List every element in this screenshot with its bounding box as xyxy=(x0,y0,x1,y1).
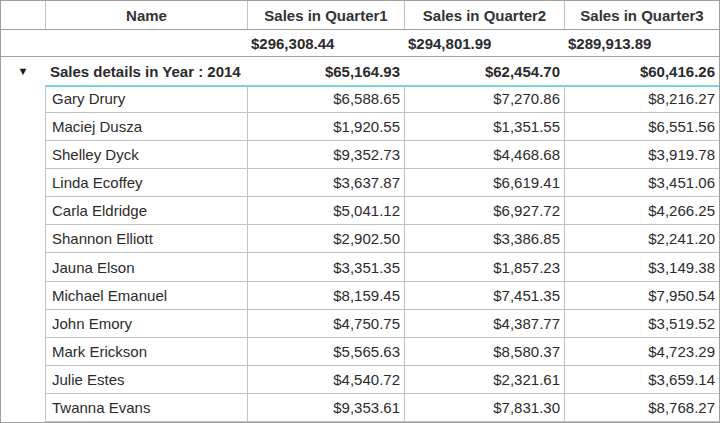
group-total-quarter2: $62,454.70 xyxy=(404,57,564,85)
table-row[interactable]: Maciej Dusza$1,920.55$1,351.55$6,551.56 xyxy=(1,113,719,141)
table-row[interactable]: Jauna Elson$3,351.35$1,857.23$3,149.38 xyxy=(1,253,719,281)
quarter2-cell: $7,451.35 xyxy=(404,282,564,310)
quarter1-cell: $5,041.12 xyxy=(247,197,404,225)
row-expander-spacer xyxy=(1,338,45,366)
name-cell: Mark Erickson xyxy=(45,338,247,366)
quarter2-cell: $6,927.72 xyxy=(404,197,564,225)
name-cell: Michael Emanuel xyxy=(45,282,247,310)
row-expander-spacer xyxy=(1,253,45,281)
table-row[interactable]: Shelley Dyck$9,352.73$4,468.68$3,919.78 xyxy=(1,141,719,169)
group-row-label: Sales details in Year : 2014 xyxy=(45,57,247,85)
name-cell: Twanna Evans xyxy=(45,394,247,422)
table-row[interactable]: Twanna Evans$9,353.61$7,831.30$8,768.27 xyxy=(1,394,719,422)
quarter3-cell: $3,659.14 xyxy=(564,366,719,394)
quarter2-cell: $1,351.55 xyxy=(404,113,564,141)
row-expander-spacer xyxy=(1,366,45,394)
table-row[interactable]: John Emory$4,750.75$4,387.77$3,519.52 xyxy=(1,310,719,338)
quarter2-cell: $6,619.41 xyxy=(404,169,564,197)
quarter1-cell: $3,637.87 xyxy=(247,169,404,197)
table-row[interactable]: Linda Ecoffey$3,637.87$6,619.41$3,451.06 xyxy=(1,169,719,197)
name-cell: Maciej Dusza xyxy=(45,113,247,141)
quarter1-cell: $2,902.50 xyxy=(247,225,404,253)
group-row-year-2014[interactable]: ▼ Sales details in Year : 2014 $65,164.9… xyxy=(1,57,719,85)
row-expander-spacer xyxy=(1,310,45,338)
quarter1-cell: $9,352.73 xyxy=(247,141,404,169)
quarter2-cell: $7,270.86 xyxy=(404,85,564,113)
name-cell: Shannon Elliott xyxy=(45,225,247,253)
collapse-triangle-icon[interactable]: ▼ xyxy=(18,66,29,77)
header-row: Name Sales in Quarter1 Sales in Quarter2… xyxy=(1,1,719,30)
quarter3-cell: $7,950.54 xyxy=(564,282,719,310)
quarter1-cell: $4,750.75 xyxy=(247,310,404,338)
summary-row: $296,308.44 $294,801.99 $289,913.89 xyxy=(1,30,719,57)
quarter2-cell: $4,468.68 xyxy=(404,141,564,169)
quarter3-cell: $4,266.25 xyxy=(564,197,719,225)
summary-expander-spacer xyxy=(1,30,45,56)
quarter1-cell: $8,159.45 xyxy=(247,282,404,310)
quarter3-cell: $8,216.27 xyxy=(564,85,719,113)
quarter2-cell: $4,387.77 xyxy=(404,310,564,338)
summary-total-quarter1: $296,308.44 xyxy=(247,30,404,56)
quarter3-cell: $3,149.38 xyxy=(564,253,719,281)
quarter2-cell: $2,321.61 xyxy=(404,366,564,394)
quarter3-cell: $8,768.27 xyxy=(564,394,719,422)
quarter2-cell: $1,857.23 xyxy=(404,253,564,281)
column-header-sales-quarter1[interactable]: Sales in Quarter1 xyxy=(247,1,404,29)
quarter3-cell: $3,519.52 xyxy=(564,310,719,338)
column-header-sales-quarter2[interactable]: Sales in Quarter2 xyxy=(404,1,564,29)
name-cell: Jauna Elson xyxy=(45,253,247,281)
quarter1-cell: $1,920.55 xyxy=(247,113,404,141)
name-cell: Carla Eldridge xyxy=(45,197,247,225)
quarter3-cell: $3,919.78 xyxy=(564,141,719,169)
summary-total-quarter2: $294,801.99 xyxy=(404,30,564,56)
name-cell: Shelley Dyck xyxy=(45,141,247,169)
sales-data-grid: Name Sales in Quarter1 Sales in Quarter2… xyxy=(0,0,720,423)
quarter2-cell: $7,831.30 xyxy=(404,394,564,422)
summary-total-quarter3: $289,913.89 xyxy=(564,30,719,56)
column-header-name[interactable]: Name xyxy=(45,1,247,29)
row-expander-spacer xyxy=(1,197,45,225)
table-row[interactable]: Shannon Elliott$2,902.50$3,386.85$2,241.… xyxy=(1,225,719,253)
row-expander-spacer xyxy=(1,141,45,169)
quarter3-cell: $2,241.20 xyxy=(564,225,719,253)
quarter2-cell: $8,580.37 xyxy=(404,338,564,366)
quarter3-cell: $6,551.56 xyxy=(564,113,719,141)
row-expander-spacer xyxy=(1,225,45,253)
quarter1-cell: $9,353.61 xyxy=(247,394,404,422)
quarter2-cell: $3,386.85 xyxy=(404,225,564,253)
quarter1-cell: $5,565.63 xyxy=(247,338,404,366)
group-total-quarter3: $60,416.26 xyxy=(564,57,719,85)
child-rows-block: Gary Drury$6,588.65$7,270.86$8,216.27Mac… xyxy=(1,85,719,422)
table-row[interactable]: Carla Eldridge$5,041.12$6,927.72$4,266.2… xyxy=(1,197,719,225)
quarter1-cell: $6,588.65 xyxy=(247,85,404,113)
table-row[interactable]: Gary Drury$6,588.65$7,270.86$8,216.27 xyxy=(1,85,719,113)
row-expander-spacer xyxy=(1,282,45,310)
name-cell: Julie Estes xyxy=(45,366,247,394)
row-expander-spacer xyxy=(1,113,45,141)
summary-name-spacer xyxy=(45,30,247,56)
quarter1-cell: $4,540.72 xyxy=(247,366,404,394)
row-expander-spacer xyxy=(1,85,45,113)
quarter3-cell: $3,451.06 xyxy=(564,169,719,197)
name-cell: Gary Drury xyxy=(45,85,247,113)
row-expander-spacer xyxy=(1,169,45,197)
table-row[interactable]: Julie Estes$4,540.72$2,321.61$3,659.14 xyxy=(1,366,719,394)
name-cell: John Emory xyxy=(45,310,247,338)
quarter1-cell: $3,351.35 xyxy=(247,253,404,281)
header-expander-column xyxy=(1,1,45,29)
table-row[interactable]: Michael Emanuel$8,159.45$7,451.35$7,950.… xyxy=(1,282,719,310)
table-row[interactable]: Mark Erickson$5,565.63$8,580.37$4,723.29 xyxy=(1,338,719,366)
name-cell: Linda Ecoffey xyxy=(45,169,247,197)
child-block-accent-border xyxy=(45,85,719,87)
quarter3-cell: $4,723.29 xyxy=(564,338,719,366)
expander-cell: ▼ xyxy=(1,57,45,85)
row-expander-spacer xyxy=(1,394,45,422)
column-header-sales-quarter3[interactable]: Sales in Quarter3 xyxy=(564,1,719,29)
group-total-quarter1: $65,164.93 xyxy=(247,57,404,85)
